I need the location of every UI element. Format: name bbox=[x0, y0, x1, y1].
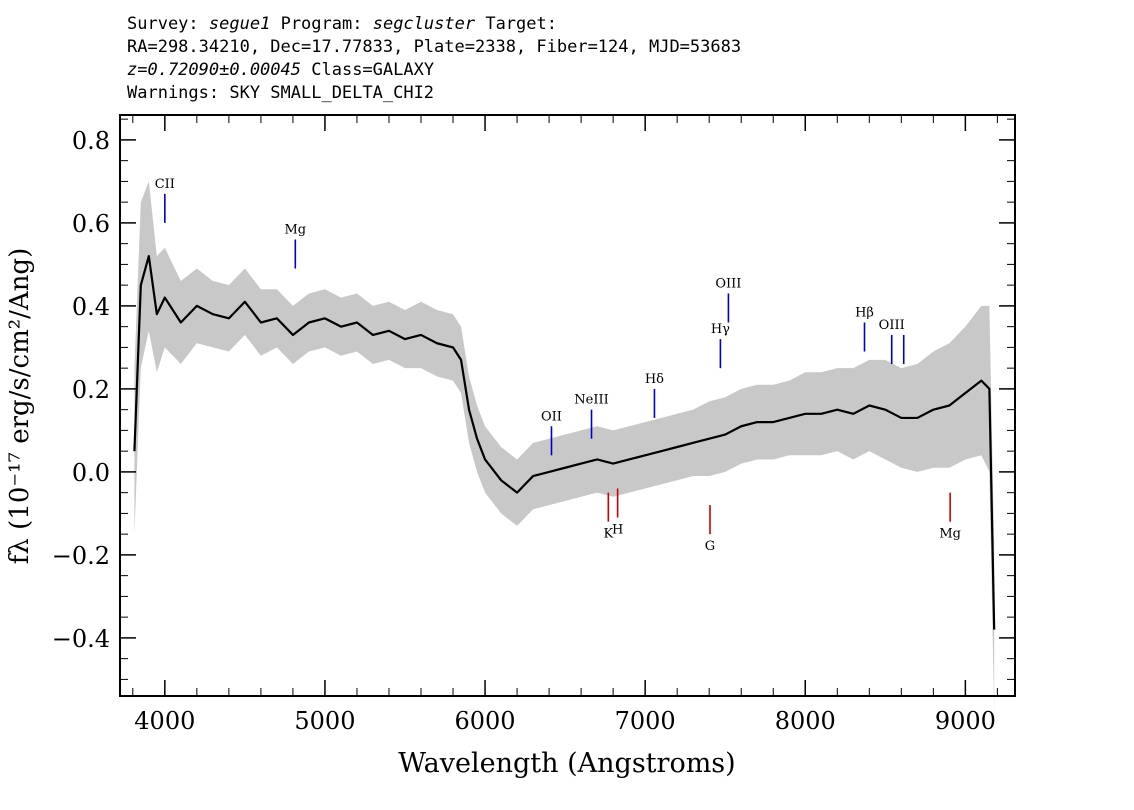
x-tick-label: 4000 bbox=[134, 707, 195, 735]
redshift-line: z=0.72090±0.00045 Class=GALAXY bbox=[127, 59, 741, 82]
warnings-line: Warnings: SKY SMALL_DELTA_CHI2 bbox=[127, 83, 435, 103]
survey-label: Survey: bbox=[127, 14, 199, 34]
spectral-lines-layer: CII Mg OII NeIII Hδ Hγ OIII Hβ OIII KH G Mg bbox=[155, 177, 961, 554]
absorption-line-label: H bbox=[612, 523, 623, 538]
emission-line-label: Mg bbox=[284, 223, 306, 238]
x-tick-label: 7000 bbox=[615, 707, 676, 735]
y-tick-label: 0.6 bbox=[72, 210, 110, 238]
coords-line: RA=298.34210, Dec=17.77833, Plate=2338, … bbox=[127, 37, 742, 57]
flux-line bbox=[133, 255, 996, 630]
y-tick-label: 0.2 bbox=[72, 376, 110, 404]
flux-line-layer bbox=[133, 255, 996, 630]
x-tick-label: 8000 bbox=[775, 707, 836, 735]
error-band-layer bbox=[134, 181, 995, 713]
x-axis-label: Wavelength (Angstroms) bbox=[398, 748, 735, 779]
y-tick-label: 0.4 bbox=[72, 293, 110, 321]
x-tick-label: 9000 bbox=[935, 707, 996, 735]
emission-line-label: OIII bbox=[715, 276, 741, 291]
absorption-line-label: G bbox=[705, 539, 715, 554]
emission-line-label: Hδ bbox=[645, 372, 664, 387]
class-value: Class=GALAXY bbox=[311, 60, 435, 80]
emission-line-label: Hβ bbox=[855, 306, 874, 321]
y-tick-label: −0.2 bbox=[52, 542, 110, 570]
x-tick-label: 6000 bbox=[455, 707, 516, 735]
y-tick-label: 0.0 bbox=[72, 459, 110, 487]
redshift-value: z=0.72090±0.00045 bbox=[127, 60, 301, 80]
program-label: Program: bbox=[280, 14, 363, 34]
target-label: Target: bbox=[485, 14, 557, 34]
emission-line-label: OII bbox=[541, 409, 562, 424]
y-tick-label: 0.8 bbox=[72, 127, 110, 155]
absorption-line-label: K bbox=[603, 527, 613, 542]
y-tick-label: −0.4 bbox=[52, 625, 110, 653]
survey-value: segue1 bbox=[208, 14, 271, 34]
y-axis-label: fλ (10⁻¹⁷ erg/s/cm²/Ang) bbox=[5, 248, 35, 564]
emission-line-label: NeIII bbox=[574, 393, 608, 408]
axis-ticks-layer: 4000 5000 6000 7000 8000 9000 −0.4 −0.2 0.0 0.2 0.… bbox=[52, 115, 1015, 735]
plot-frame bbox=[119, 114, 1016, 697]
x-tick-label: 5000 bbox=[294, 707, 355, 735]
program-value: segcluster bbox=[372, 14, 476, 34]
emission-line-label: CII bbox=[155, 177, 175, 192]
emission-line-label: Hγ bbox=[711, 322, 730, 337]
error-band bbox=[134, 181, 995, 713]
spectrum-header: Survey: segue1 Program: segcluster Targe… bbox=[127, 13, 741, 105]
absorption-line-label: Mg bbox=[939, 527, 961, 542]
header-line-1: Survey: segue1 Program: segcluster Targe… bbox=[127, 13, 741, 36]
emission-line-label: OIII bbox=[879, 318, 905, 333]
